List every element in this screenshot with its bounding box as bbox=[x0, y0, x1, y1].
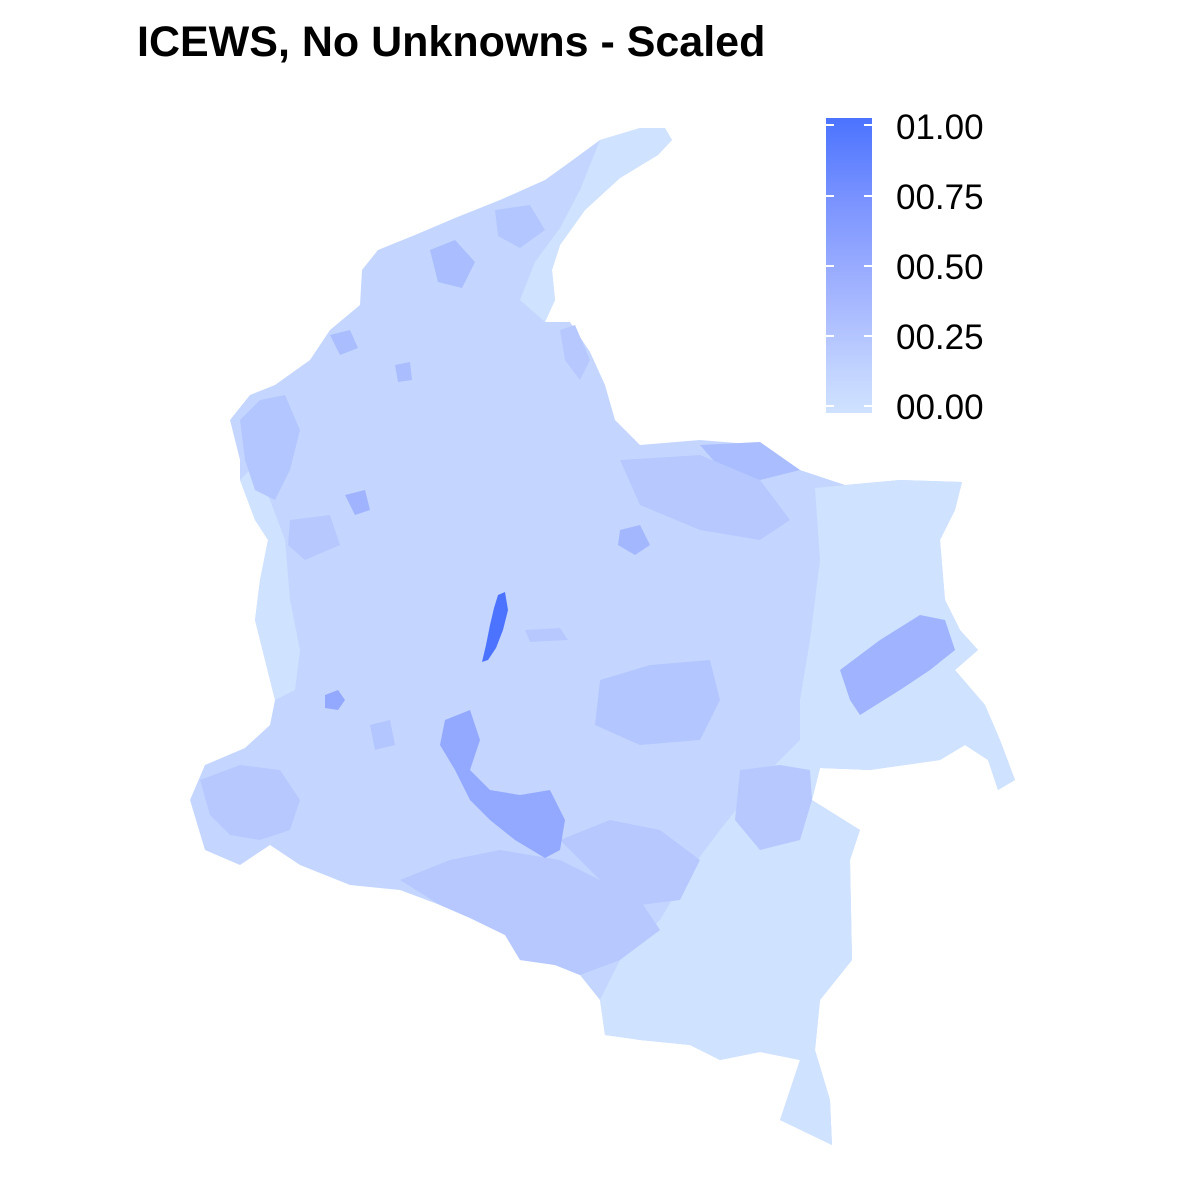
region-north-cluster-1 bbox=[430, 240, 475, 288]
region-east-strong bbox=[840, 615, 955, 715]
region-east-mid bbox=[735, 765, 812, 850]
legend-tick bbox=[826, 195, 834, 197]
legend-tick bbox=[826, 335, 834, 337]
legend-tick bbox=[864, 335, 872, 337]
region-central-south bbox=[595, 660, 720, 745]
region-north-cluster-3 bbox=[560, 325, 590, 380]
region-sw-coast bbox=[240, 470, 300, 700]
region-south-pacific bbox=[200, 765, 300, 840]
region-west-small-2 bbox=[345, 490, 370, 515]
region-east-small bbox=[618, 525, 650, 555]
legend-tick bbox=[826, 124, 834, 126]
region-west-small-1 bbox=[325, 690, 345, 710]
legend-label-025: 00.25 bbox=[896, 318, 984, 357]
region-central-strong bbox=[440, 710, 565, 858]
region-west-coast bbox=[240, 395, 300, 500]
legend-tick bbox=[864, 124, 872, 126]
region-northwest-small bbox=[330, 330, 358, 355]
legend-tick bbox=[864, 265, 872, 267]
legend-label-050: 00.50 bbox=[896, 248, 984, 287]
legend-label-min: 00.00 bbox=[896, 388, 984, 427]
color-legend: 01.00 00.75 00.50 00.25 00.00 bbox=[826, 110, 996, 425]
legend-tick bbox=[826, 405, 834, 407]
legend-tick bbox=[826, 265, 834, 267]
region-north-peninsula bbox=[520, 128, 672, 322]
region-south-mid bbox=[560, 820, 700, 905]
region-west-mid bbox=[288, 515, 340, 560]
region-peak bbox=[482, 592, 508, 662]
legend-tick bbox=[864, 405, 872, 407]
legend-tick bbox=[864, 195, 872, 197]
region-mid-small bbox=[395, 362, 412, 382]
map-title: ICEWS, No Unknowns - Scaled bbox=[137, 18, 766, 66]
legend-label-075: 00.75 bbox=[896, 178, 984, 217]
region-southwest-small bbox=[370, 720, 395, 750]
region-central-small bbox=[525, 628, 568, 642]
region-east-band bbox=[620, 455, 790, 540]
region-southwest-band bbox=[400, 850, 660, 975]
legend-label-max: 01.00 bbox=[896, 108, 984, 147]
region-northeast-border bbox=[700, 442, 800, 480]
region-north-cluster-2 bbox=[495, 205, 545, 248]
